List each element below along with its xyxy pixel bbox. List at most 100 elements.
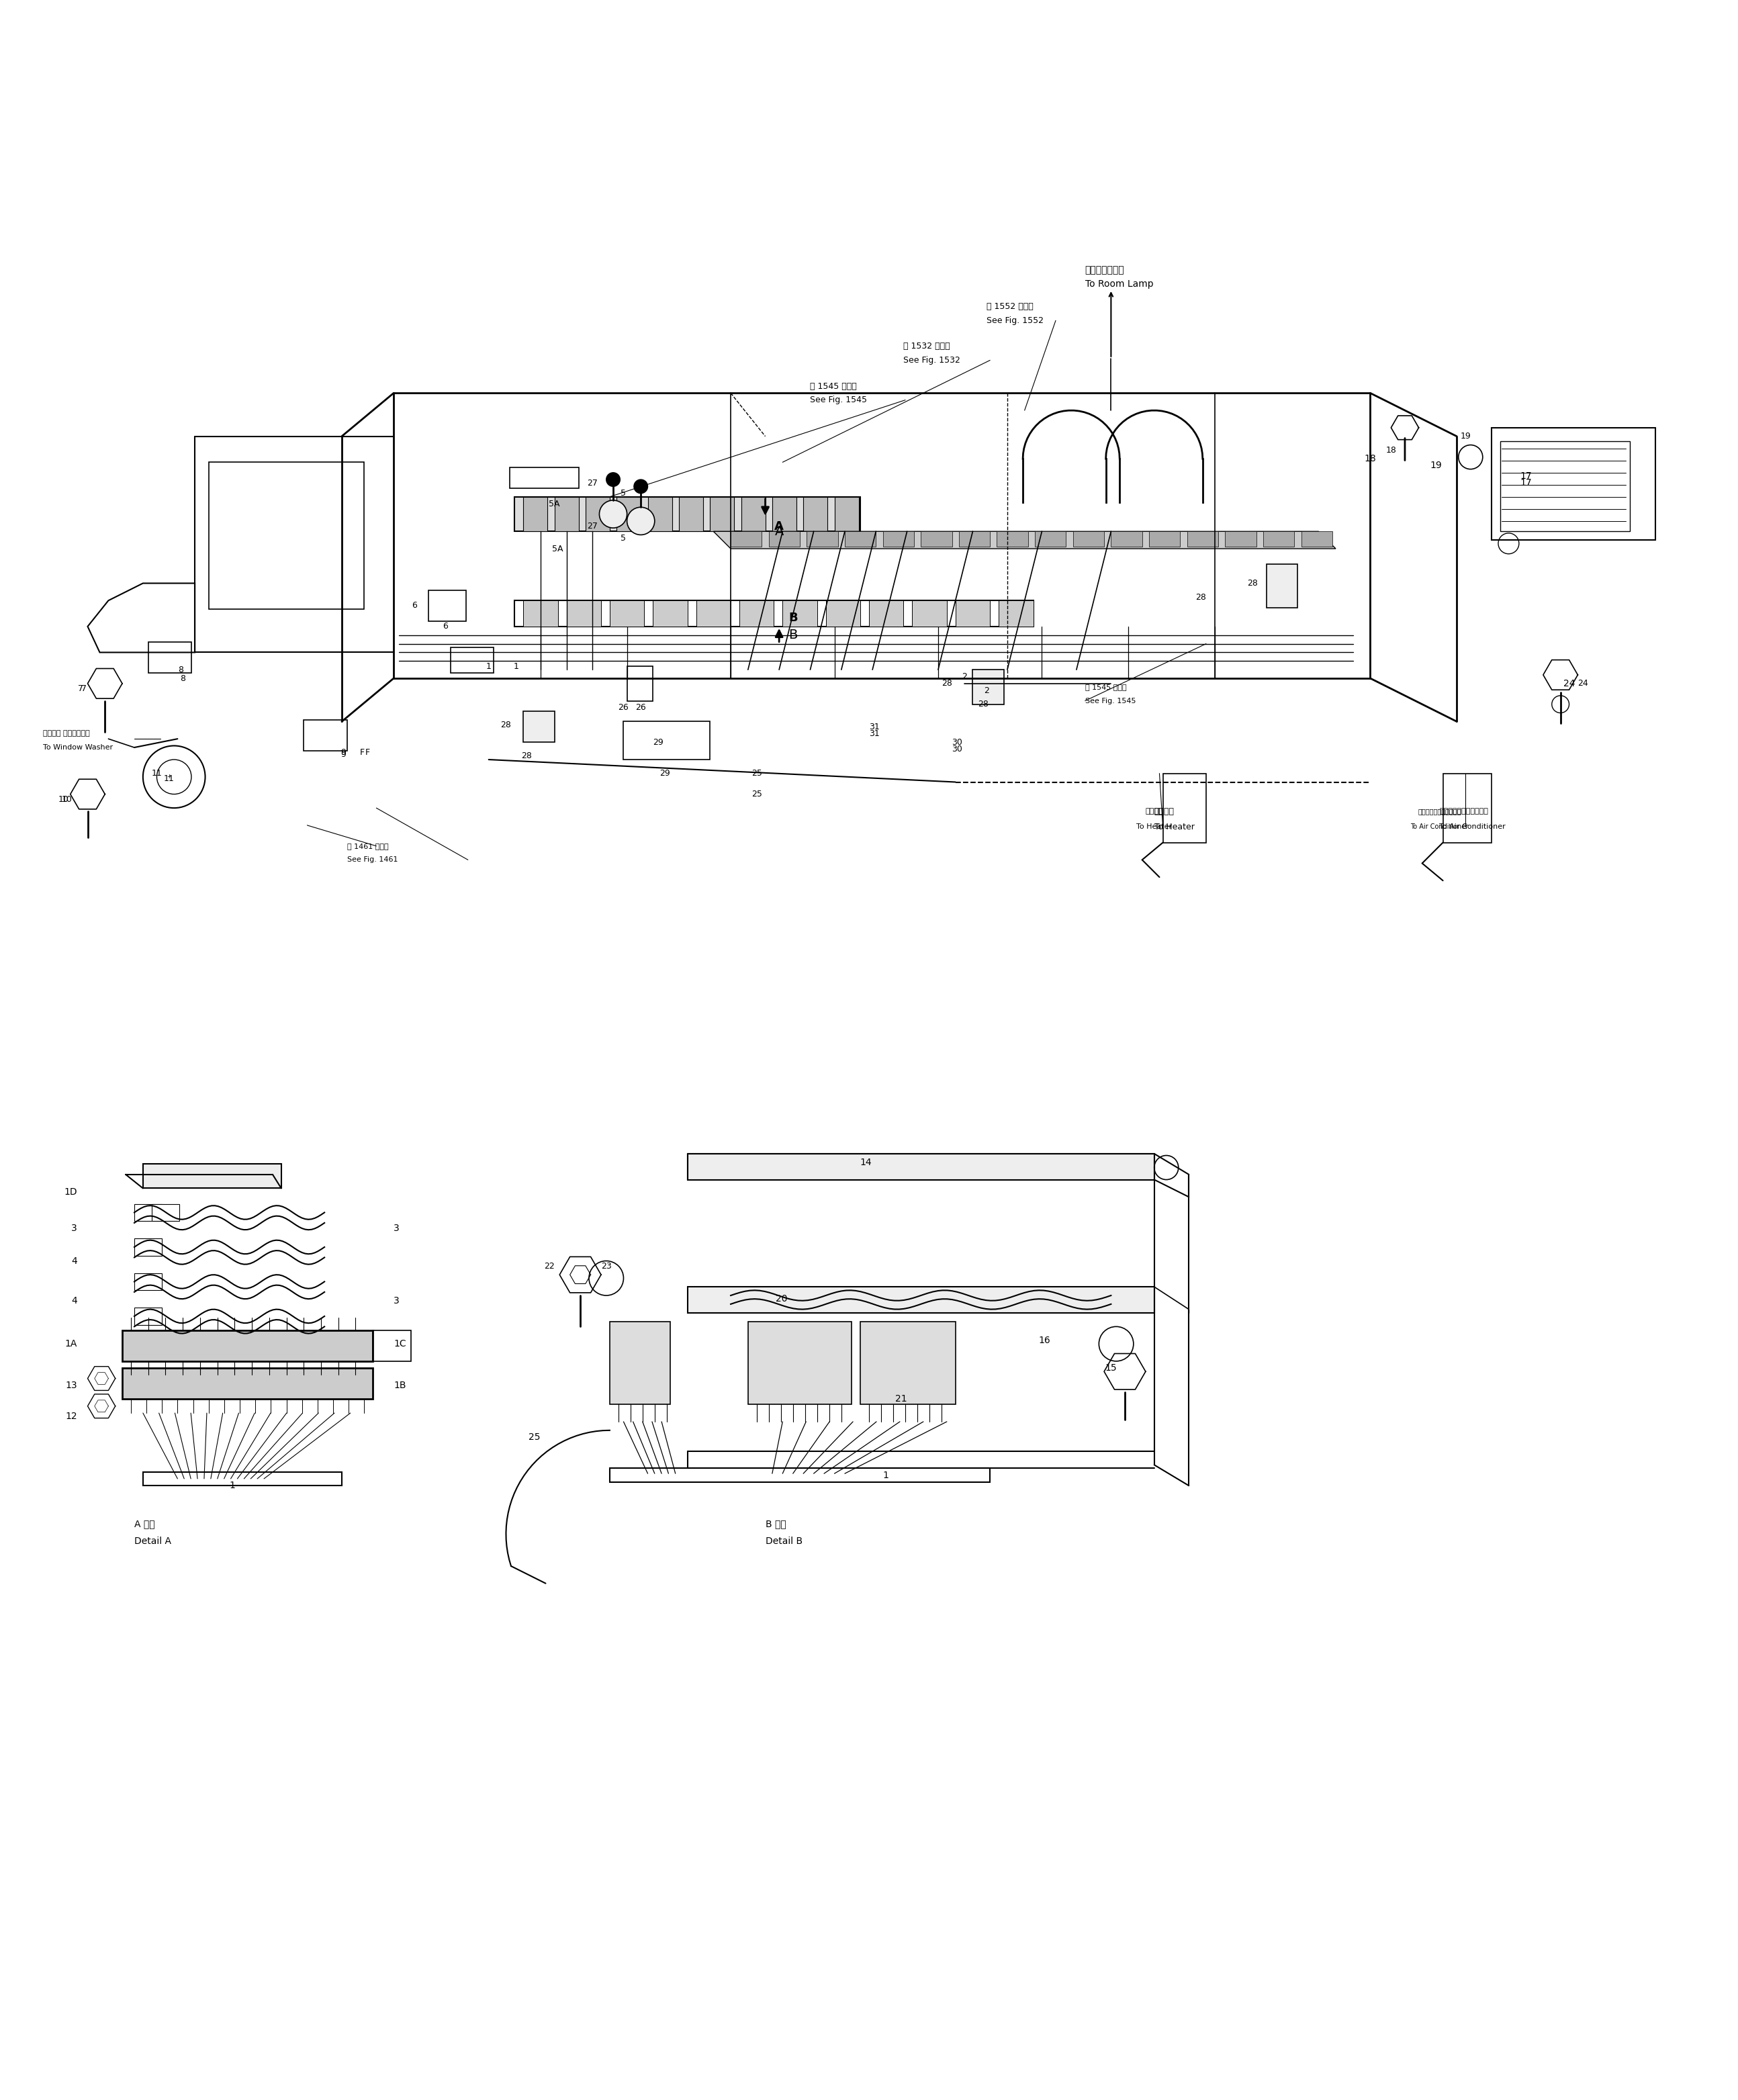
Text: 4: 4 xyxy=(71,1256,76,1266)
Bar xyxy=(883,531,914,546)
Text: 31: 31 xyxy=(869,722,879,731)
Text: 8: 8 xyxy=(181,674,186,683)
Text: 1D: 1D xyxy=(64,1186,76,1197)
Bar xyxy=(688,1287,1154,1312)
Text: 24: 24 xyxy=(1562,678,1575,689)
Text: B: B xyxy=(789,628,798,640)
Text: 11: 11 xyxy=(151,769,162,777)
Text: See Fig. 1532: See Fig. 1532 xyxy=(904,355,961,365)
Bar xyxy=(450,647,494,674)
Text: 27: 27 xyxy=(587,521,598,531)
Bar xyxy=(514,498,860,531)
Bar xyxy=(1267,565,1298,607)
Text: 28: 28 xyxy=(978,699,989,708)
Text: 30: 30 xyxy=(952,737,963,748)
Bar xyxy=(514,601,1032,626)
Bar xyxy=(586,498,610,531)
Text: F: F xyxy=(360,748,365,756)
Bar xyxy=(610,1321,671,1405)
Text: 3: 3 xyxy=(393,1296,400,1306)
Text: 5: 5 xyxy=(620,489,626,498)
Bar xyxy=(509,468,579,487)
Bar xyxy=(374,1329,410,1361)
Text: 26: 26 xyxy=(636,704,647,712)
Bar xyxy=(122,1367,374,1399)
Circle shape xyxy=(600,500,627,527)
Text: 1: 1 xyxy=(514,662,520,670)
Text: 第 1532 図参照: 第 1532 図参照 xyxy=(904,342,951,351)
Bar xyxy=(143,1163,282,1189)
Bar xyxy=(1443,773,1491,842)
Bar xyxy=(973,670,1005,704)
Bar xyxy=(998,531,1029,546)
Text: 8: 8 xyxy=(179,666,184,674)
Bar xyxy=(921,531,952,546)
Bar xyxy=(747,1321,852,1405)
Text: 25: 25 xyxy=(528,1432,541,1443)
Bar xyxy=(860,1321,956,1405)
Bar xyxy=(1225,531,1257,546)
Bar xyxy=(143,1472,342,1485)
Bar xyxy=(826,601,860,626)
Circle shape xyxy=(607,473,620,487)
Text: 19: 19 xyxy=(1460,433,1470,441)
Text: 2: 2 xyxy=(984,687,989,695)
Bar xyxy=(912,601,947,626)
Text: 29: 29 xyxy=(653,737,664,748)
Bar xyxy=(1500,441,1630,531)
Text: 9: 9 xyxy=(341,748,346,756)
Text: 6: 6 xyxy=(443,622,448,630)
Bar xyxy=(134,1273,162,1289)
Text: 22: 22 xyxy=(544,1262,554,1270)
Text: See Fig. 1461: See Fig. 1461 xyxy=(348,857,398,863)
Bar xyxy=(768,531,799,546)
Text: 第 1545 図参照: 第 1545 図参照 xyxy=(1085,685,1126,691)
Text: 2: 2 xyxy=(961,672,966,680)
Text: 6: 6 xyxy=(412,601,417,611)
Bar xyxy=(610,601,645,626)
Bar xyxy=(959,531,991,546)
Bar xyxy=(1491,428,1656,540)
Bar xyxy=(1149,531,1180,546)
Bar xyxy=(697,601,730,626)
Bar xyxy=(1072,531,1104,546)
Bar xyxy=(523,601,558,626)
Bar xyxy=(680,498,704,531)
Text: 30: 30 xyxy=(952,746,963,754)
Text: A: A xyxy=(775,521,784,531)
Text: 29: 29 xyxy=(660,769,671,777)
Bar xyxy=(523,498,547,531)
Text: 28: 28 xyxy=(521,752,532,760)
Text: 10: 10 xyxy=(57,796,70,804)
Text: エアーコンディショナへ: エアーコンディショナへ xyxy=(1439,808,1488,815)
Text: 3: 3 xyxy=(393,1224,400,1233)
Bar xyxy=(772,498,796,531)
Text: 18: 18 xyxy=(1385,445,1396,454)
Text: A: A xyxy=(775,525,784,538)
Text: To Heater: To Heater xyxy=(1154,823,1194,832)
Text: 第 1552 図参照: 第 1552 図参照 xyxy=(987,302,1034,311)
Text: 4: 4 xyxy=(71,1296,76,1306)
Text: 5A: 5A xyxy=(553,544,563,552)
Text: 10: 10 xyxy=(61,796,73,804)
Text: 5: 5 xyxy=(620,533,626,542)
Bar xyxy=(627,666,653,701)
Bar xyxy=(1187,531,1218,546)
Text: 25: 25 xyxy=(751,790,761,798)
Text: 14: 14 xyxy=(860,1157,871,1168)
Bar xyxy=(956,601,991,626)
Circle shape xyxy=(634,479,648,493)
Bar xyxy=(624,722,709,760)
Text: 12: 12 xyxy=(66,1411,76,1422)
Bar xyxy=(834,498,859,531)
Bar xyxy=(134,1239,162,1256)
Text: Detail B: Detail B xyxy=(765,1537,803,1546)
Text: 13: 13 xyxy=(66,1380,76,1390)
Bar xyxy=(134,1308,162,1325)
Bar xyxy=(617,498,641,531)
Bar xyxy=(739,601,773,626)
Bar xyxy=(730,531,761,546)
Text: 19: 19 xyxy=(1430,462,1443,470)
Text: 1: 1 xyxy=(487,662,492,670)
Bar xyxy=(653,601,688,626)
